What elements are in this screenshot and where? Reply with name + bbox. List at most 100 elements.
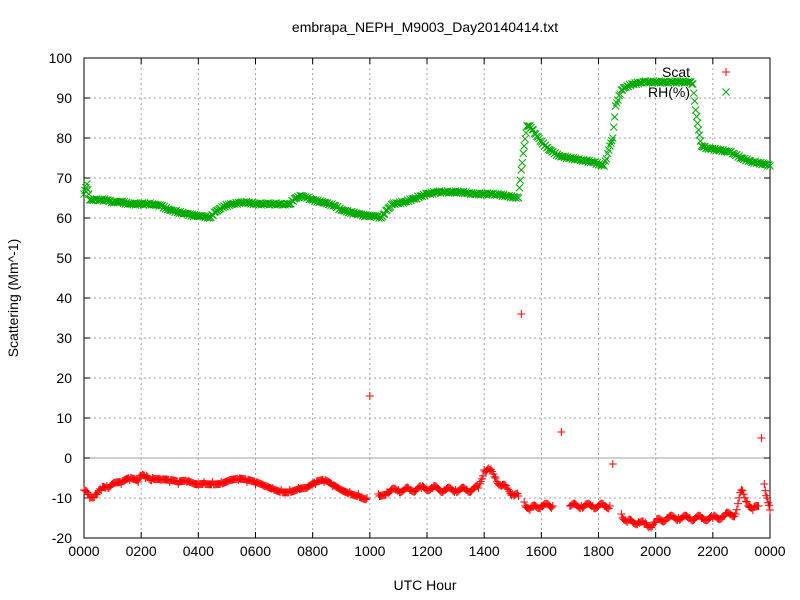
- scat-point: [267, 484, 276, 493]
- y-tick-label: -20: [52, 530, 72, 546]
- rh-point: [561, 152, 570, 161]
- rh-point: [628, 80, 637, 88]
- scat-point: [731, 510, 740, 518]
- cross-b: [517, 166, 526, 174]
- scat-point: [747, 503, 756, 512]
- scat-point: [118, 477, 127, 486]
- cross-b: [412, 194, 421, 203]
- x-tick-label: 0400: [183, 543, 214, 559]
- scat-point: [374, 490, 383, 498]
- cross-b: [483, 189, 492, 197]
- scat-point: [344, 489, 353, 498]
- scat-point: [353, 492, 362, 501]
- x-tick-label: 0800: [297, 543, 328, 559]
- rh-point: [566, 154, 574, 162]
- legend-marker-scat: [722, 68, 730, 76]
- scat-point: [331, 482, 340, 491]
- cross-b: [244, 198, 253, 207]
- scat-point: [119, 476, 128, 485]
- rh-point: [608, 134, 617, 142]
- cross-b: [756, 158, 765, 167]
- cross-b: [357, 210, 366, 218]
- legend-plus-icon: [722, 68, 730, 76]
- rh-point: [497, 190, 506, 199]
- cross-b: [708, 144, 717, 153]
- cross-b: [497, 190, 506, 199]
- scat-point: [322, 476, 331, 485]
- scat-point: [224, 476, 233, 485]
- scat-point: [617, 510, 626, 518]
- scat-point: [648, 522, 657, 531]
- cross-b: [693, 119, 702, 128]
- cross-b: [515, 183, 524, 192]
- cross-b: [464, 189, 473, 198]
- scat-point: [242, 478, 251, 486]
- rh-point: [505, 191, 514, 200]
- cross-b: [695, 131, 704, 139]
- y-tick-label: 20: [56, 370, 72, 386]
- scat-point: [96, 484, 105, 493]
- scat-point: [763, 494, 772, 502]
- legend: Scat RH(%): [648, 64, 730, 100]
- y-tick-label: 100: [49, 50, 73, 66]
- scat-point: [491, 474, 500, 482]
- cross-b: [566, 154, 574, 162]
- rh-point: [162, 203, 171, 212]
- scat-point: [365, 392, 374, 400]
- rh-point: [716, 145, 725, 154]
- rh-point: [348, 207, 356, 216]
- rh-point: [528, 125, 537, 134]
- y-tick-label: 90: [56, 90, 72, 106]
- rh-point: [85, 196, 94, 204]
- rh-point: [753, 158, 762, 167]
- scat-point: [737, 486, 746, 494]
- scat-point: [754, 502, 763, 510]
- cross-b: [283, 200, 292, 208]
- y-tick-label: 0: [64, 450, 72, 466]
- y-axis-label: Scattering (Mm^-1): [5, 239, 21, 358]
- rh-point: [766, 162, 774, 170]
- rh-point: [517, 166, 526, 174]
- rh-point: [690, 97, 699, 105]
- cross-b: [692, 112, 701, 121]
- scat-point: [134, 478, 143, 486]
- scat-point: [605, 502, 614, 510]
- y-tick-label: 40: [56, 290, 72, 306]
- cross-b: [459, 187, 468, 196]
- legend-cross-icon: [722, 88, 730, 96]
- rh-point: [609, 123, 618, 132]
- cross-b: [304, 193, 312, 202]
- cross-b: [561, 152, 570, 161]
- x-axis-label: UTC Hour: [393, 577, 456, 593]
- scat-point: [337, 486, 346, 494]
- cross-b: [689, 89, 698, 97]
- rh-point: [404, 197, 413, 206]
- cross-b: [608, 134, 617, 142]
- scat-point: [397, 487, 406, 496]
- rh-point: [691, 106, 700, 114]
- cross-b: [523, 122, 531, 130]
- cross-b: [612, 98, 621, 107]
- cross-b: [558, 152, 566, 161]
- cross-b: [766, 162, 774, 170]
- scat-point: [727, 510, 736, 519]
- cross-b: [83, 186, 92, 194]
- rh-point: [514, 194, 523, 202]
- scat-point: [485, 466, 494, 474]
- scat-point: [517, 310, 526, 318]
- rh-point: [688, 80, 697, 88]
- scat-point: [717, 513, 726, 522]
- scat-point: [762, 491, 771, 500]
- rh-point: [593, 158, 602, 167]
- scat-point: [321, 476, 330, 485]
- series-rh: [80, 77, 774, 222]
- x-tick-label: 0000: [68, 543, 99, 559]
- y-tick-label: 80: [56, 130, 72, 146]
- legend-label-scat: Scat: [662, 64, 690, 80]
- scat-point: [532, 503, 541, 512]
- scat-point: [765, 501, 774, 510]
- rh-point: [223, 202, 232, 211]
- rh-point: [612, 98, 621, 107]
- scat-point: [743, 498, 752, 506]
- scat-point: [473, 481, 482, 490]
